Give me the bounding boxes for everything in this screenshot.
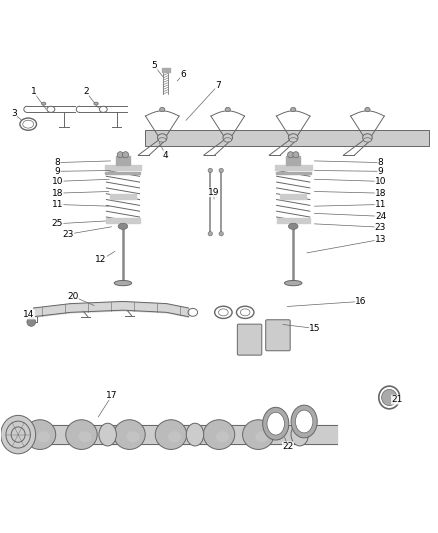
Circle shape <box>123 152 129 158</box>
Text: 10: 10 <box>375 177 386 186</box>
Text: 9: 9 <box>378 167 383 176</box>
Text: 8: 8 <box>55 158 60 167</box>
Text: 23: 23 <box>63 230 74 239</box>
Ellipse shape <box>99 106 107 112</box>
Text: 6: 6 <box>180 70 186 79</box>
FancyBboxPatch shape <box>237 324 262 355</box>
Ellipse shape <box>288 223 298 229</box>
Ellipse shape <box>216 431 229 442</box>
Ellipse shape <box>290 107 296 112</box>
Ellipse shape <box>24 420 56 449</box>
Ellipse shape <box>94 102 98 105</box>
Text: 10: 10 <box>52 177 63 186</box>
Text: 18: 18 <box>375 189 386 198</box>
Ellipse shape <box>285 280 302 286</box>
Ellipse shape <box>78 431 92 442</box>
Ellipse shape <box>363 134 372 142</box>
Text: 23: 23 <box>375 223 386 232</box>
Text: 11: 11 <box>375 200 386 209</box>
Text: 12: 12 <box>95 255 107 264</box>
Ellipse shape <box>255 431 268 442</box>
Ellipse shape <box>364 138 371 142</box>
Ellipse shape <box>158 138 166 142</box>
Text: 11: 11 <box>52 200 63 209</box>
Ellipse shape <box>365 107 370 112</box>
Ellipse shape <box>288 134 298 142</box>
Ellipse shape <box>291 423 308 446</box>
Text: 5: 5 <box>152 61 157 70</box>
Ellipse shape <box>118 223 128 229</box>
Ellipse shape <box>168 431 181 442</box>
Text: 9: 9 <box>55 167 60 176</box>
Ellipse shape <box>127 431 140 442</box>
Ellipse shape <box>159 107 165 112</box>
Text: 1: 1 <box>31 87 36 96</box>
Circle shape <box>293 152 299 158</box>
Text: 8: 8 <box>378 158 383 167</box>
Ellipse shape <box>1 415 35 454</box>
Ellipse shape <box>295 410 313 433</box>
Ellipse shape <box>114 280 132 286</box>
Ellipse shape <box>66 420 97 449</box>
Text: 21: 21 <box>392 395 403 404</box>
Circle shape <box>219 168 223 173</box>
Ellipse shape <box>243 420 274 449</box>
Text: 4: 4 <box>163 151 169 160</box>
Text: 20: 20 <box>67 292 78 301</box>
Ellipse shape <box>289 138 297 142</box>
Ellipse shape <box>223 134 233 142</box>
Text: 2: 2 <box>83 87 88 96</box>
Text: 3: 3 <box>11 109 17 118</box>
Ellipse shape <box>11 427 25 442</box>
Polygon shape <box>145 130 428 146</box>
Ellipse shape <box>263 407 289 440</box>
Ellipse shape <box>240 309 250 316</box>
Circle shape <box>219 231 223 236</box>
Ellipse shape <box>224 138 232 142</box>
Ellipse shape <box>219 309 228 316</box>
Ellipse shape <box>99 423 117 446</box>
Ellipse shape <box>37 431 50 442</box>
Circle shape <box>27 318 35 326</box>
Ellipse shape <box>186 423 204 446</box>
Text: 18: 18 <box>52 189 63 198</box>
Text: 16: 16 <box>355 297 367 306</box>
Ellipse shape <box>381 390 397 406</box>
Text: 24: 24 <box>375 212 386 221</box>
Ellipse shape <box>42 102 46 105</box>
Text: 25: 25 <box>52 219 63 228</box>
Ellipse shape <box>157 134 167 142</box>
Ellipse shape <box>225 107 230 112</box>
Ellipse shape <box>6 421 30 448</box>
Circle shape <box>208 231 212 236</box>
Circle shape <box>117 152 124 158</box>
Circle shape <box>208 168 212 173</box>
Ellipse shape <box>379 386 400 409</box>
Ellipse shape <box>291 405 317 438</box>
Text: 19: 19 <box>208 188 219 197</box>
Text: 17: 17 <box>106 391 118 400</box>
Ellipse shape <box>203 420 235 449</box>
FancyBboxPatch shape <box>266 320 290 351</box>
Text: 7: 7 <box>215 81 221 90</box>
Ellipse shape <box>47 106 55 112</box>
Circle shape <box>288 152 293 158</box>
Text: 15: 15 <box>309 324 321 333</box>
Ellipse shape <box>155 420 187 449</box>
Text: 22: 22 <box>283 442 293 451</box>
Ellipse shape <box>114 420 145 449</box>
Text: 13: 13 <box>375 235 386 244</box>
Ellipse shape <box>16 423 33 446</box>
Ellipse shape <box>267 413 285 435</box>
Text: 14: 14 <box>23 310 35 319</box>
